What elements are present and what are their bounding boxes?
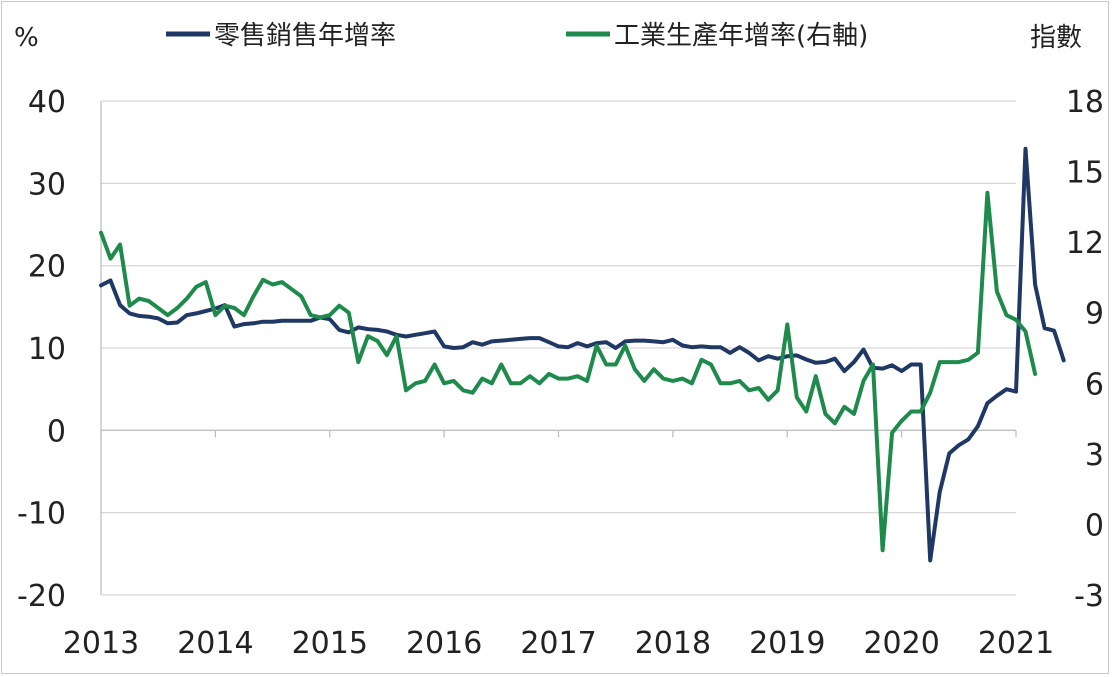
x-tick-label: 2017 [520, 626, 596, 661]
y-right-tick-label: 12 [1066, 226, 1104, 261]
x-tick-label: 2018 [635, 626, 711, 661]
legend-label-industrial: 工業生產年增率(右軸) [614, 21, 868, 51]
y-right-tick-label: 6 [1085, 367, 1104, 402]
y-left-tick-label: 30 [28, 167, 66, 202]
y-left-tick-label: 10 [28, 332, 66, 367]
x-tick-label: 2021 [978, 626, 1054, 661]
y-right-tick-label: 18 [1066, 85, 1104, 120]
x-tick-label: 2014 [177, 626, 253, 661]
y-axis-left-ticks: 40 30 20 10 0 -10 -20 [17, 85, 66, 614]
axes [100, 101, 1017, 595]
x-tick-label: 2013 [63, 626, 139, 661]
x-tick-label: 2015 [292, 626, 368, 661]
y-left-tick-label: 0 [47, 414, 66, 449]
x-tick-label: 2020 [863, 626, 939, 661]
y-axis-left-unit: % [14, 23, 39, 53]
y-axis-right-ticks: 18 15 12 9 6 3 0 -3 [1066, 85, 1104, 614]
y-left-tick-label: -10 [17, 497, 66, 532]
y-right-tick-label: 9 [1085, 297, 1104, 332]
series-line-industrial-production [99, 190, 1038, 553]
y-left-tick-label: 20 [28, 250, 66, 285]
y-left-tick-label: 40 [28, 85, 66, 120]
y-left-tick-label: -20 [17, 579, 66, 614]
y-right-tick-label: 15 [1066, 156, 1104, 191]
y-right-tick-label: 0 [1085, 508, 1104, 543]
legend-label-retail: 零售銷售年增率 [214, 21, 396, 51]
y-right-tick-label: 3 [1085, 438, 1104, 473]
x-axis-ticks: 2013 2014 2015 2016 2017 2018 2019 2020 2021 [63, 626, 1054, 661]
series-line-retail-sales [99, 146, 1066, 563]
x-tick-label: 2016 [406, 626, 482, 661]
y-right-tick-label: -3 [1074, 579, 1104, 614]
x-tick-label: 2019 [749, 626, 825, 661]
y-axis-right-unit: 指數 [1030, 23, 1082, 53]
series-lines [99, 146, 1066, 563]
legend: 零售銷售年增率 工業生產年增率(右軸) [166, 21, 868, 51]
